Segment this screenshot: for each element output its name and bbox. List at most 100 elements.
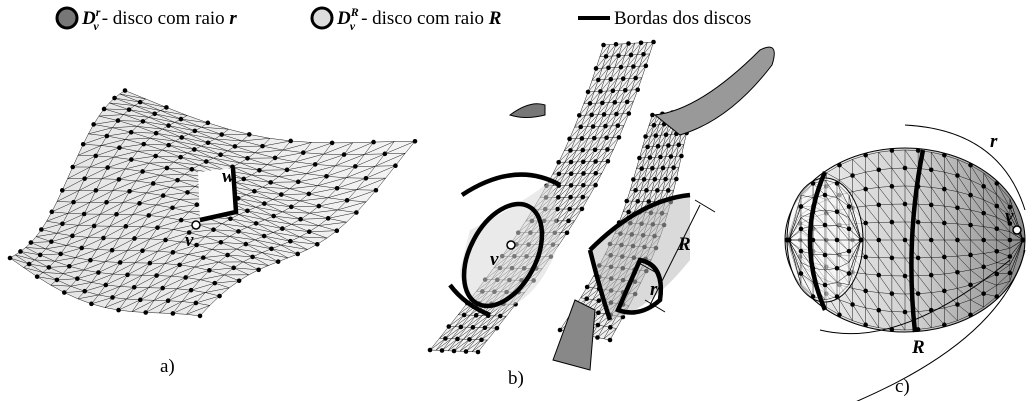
mesh-vertex [117, 177, 122, 182]
mesh-vertex [674, 177, 679, 182]
figure: Drv- disco com raio r DRv- disco com rai… [0, 0, 1035, 401]
mesh-vertex [811, 294, 816, 299]
mesh-vertex [93, 154, 98, 159]
mesh-vertex [125, 273, 130, 278]
mesh-vertex [799, 204, 804, 209]
mesh-vertex [219, 240, 224, 245]
mesh-vertex [476, 350, 481, 355]
mesh-vertex [206, 121, 211, 126]
mesh-vertex [623, 88, 628, 93]
mesh-vertex [642, 177, 647, 182]
mesh-vertex [467, 337, 472, 342]
mesh-vertex [653, 177, 658, 182]
mesh-vertex [324, 174, 329, 179]
mesh-vertex [595, 335, 600, 340]
mesh-vertex [82, 212, 87, 217]
mesh-vertex [79, 246, 84, 251]
mesh-vertex [132, 285, 137, 290]
mesh-vertex [847, 271, 852, 276]
mesh-vertex [62, 290, 67, 295]
mesh-vertex [148, 261, 153, 266]
mesh-vertex [82, 176, 87, 181]
mesh-vertex [464, 349, 469, 354]
mesh-vertex [837, 313, 842, 318]
panel-b [428, 40, 695, 355]
mesh-vertex [335, 228, 340, 233]
mesh-vertex [105, 165, 110, 170]
mesh-vertex [929, 238, 934, 243]
mesh-vertex [141, 142, 146, 147]
mesh-vertex [152, 111, 157, 116]
mesh-vertex [354, 210, 359, 215]
mesh-vertex [364, 176, 369, 181]
mesh-vertex [569, 160, 574, 165]
mesh-vertex [799, 227, 804, 232]
mesh-vertex [651, 40, 656, 45]
mesh-vertex [50, 210, 55, 215]
mesh-vertex [646, 199, 651, 204]
mesh-vertex [110, 295, 115, 300]
mesh-vertex [179, 218, 184, 223]
mesh-vertex [635, 87, 640, 92]
panel-label: b) [508, 368, 524, 389]
mesh-vertex [598, 89, 603, 94]
mesh-vertex [616, 123, 621, 128]
mesh-vertex [981, 238, 986, 243]
mesh-vertex [155, 225, 160, 230]
mesh-vertex [273, 156, 278, 161]
mesh-vertex [307, 229, 312, 234]
mesh-vertex [584, 296, 589, 301]
mesh-vertex [35, 274, 40, 279]
mesh-vertex [679, 154, 684, 159]
mesh-vertex [204, 159, 209, 164]
mesh-vertex [643, 134, 648, 139]
mesh-vertex [27, 262, 32, 267]
mesh-vertex [301, 150, 306, 155]
mesh-vertex [153, 154, 158, 159]
mesh-vertex [178, 155, 183, 160]
mesh-vertex [29, 240, 34, 245]
mesh-vertex [942, 187, 947, 192]
mesh-vertex [835, 294, 840, 299]
mesh-vertex [233, 144, 238, 149]
mesh-vertex [835, 238, 840, 243]
mesh-vertex [116, 308, 121, 313]
mesh-vertex [116, 118, 121, 123]
mesh-vertex [617, 135, 622, 140]
mesh-vertex [602, 112, 607, 117]
mesh-vertex [185, 190, 190, 195]
mesh-vertex [289, 205, 294, 210]
mesh-vertex [811, 181, 816, 186]
mesh-vertex [968, 163, 973, 168]
mesh-vertex [556, 195, 561, 200]
mesh-vertex [170, 205, 175, 210]
mesh-vertex [137, 201, 142, 206]
mesh-vertex [596, 323, 601, 328]
mesh-vertex [594, 66, 599, 71]
mesh-vertex [194, 243, 199, 248]
mesh-vertex [124, 224, 129, 229]
mesh-vertex [635, 199, 640, 204]
mesh-vertex [669, 154, 674, 159]
mesh-vertex [593, 159, 598, 164]
mesh-vertex [903, 310, 908, 315]
mesh-vertex [611, 89, 616, 94]
mesh-vertex [968, 193, 973, 198]
mesh-vertex [179, 135, 184, 140]
mesh-vertex [835, 266, 840, 271]
mesh-vertex [183, 275, 188, 280]
mesh-vertex [994, 204, 999, 209]
mesh-vertex [606, 66, 611, 71]
mesh-vertex [589, 113, 594, 118]
mesh-vertex [890, 184, 895, 189]
mesh-vertex [82, 289, 87, 294]
mesh-vertex [637, 156, 642, 161]
mesh-vertex [955, 302, 960, 307]
mesh-vertex [132, 236, 137, 241]
mesh-vertex [75, 276, 80, 281]
mesh-vertex [942, 323, 947, 328]
mesh-vertex [876, 308, 881, 313]
mesh-vertex [443, 336, 448, 341]
mesh-vertex [585, 285, 590, 290]
mesh-vertex [110, 248, 115, 253]
